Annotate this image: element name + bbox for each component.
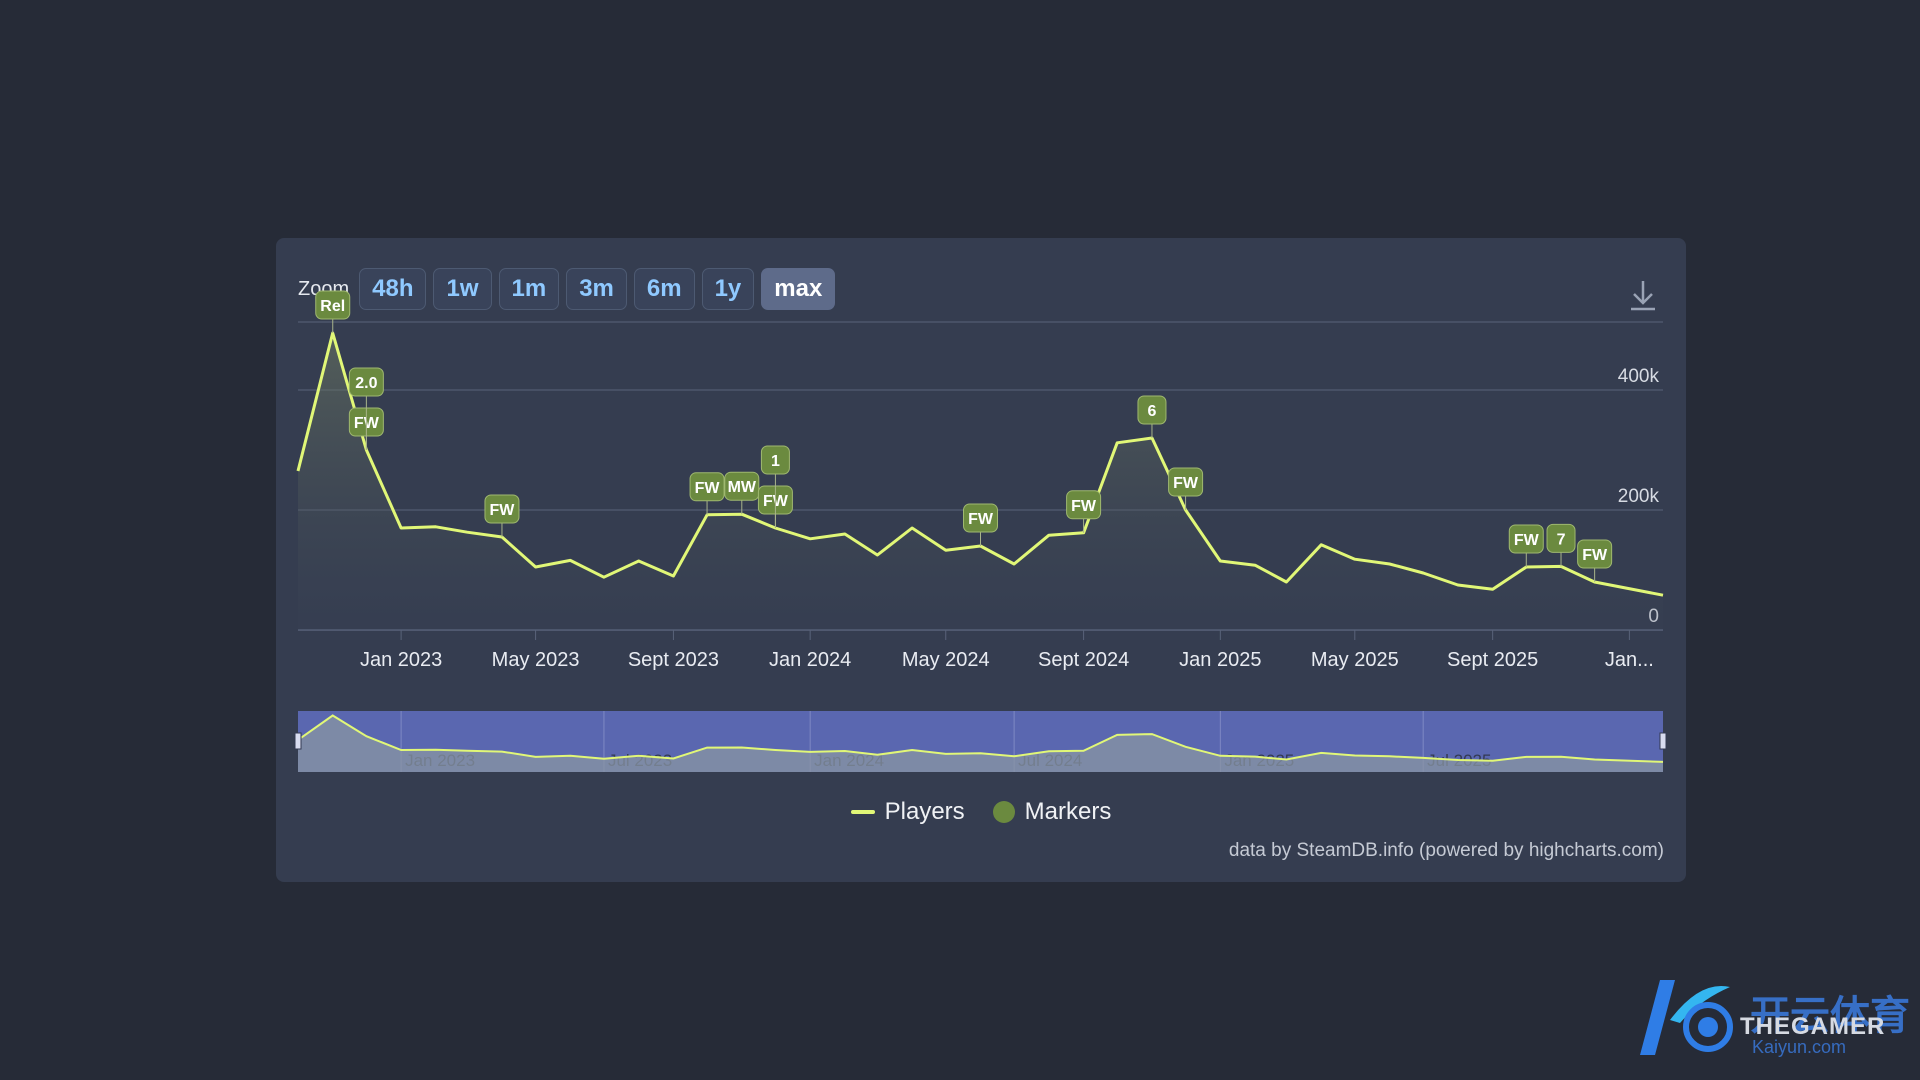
marker-flag: FW: [689, 472, 725, 515]
marker-flag: FW: [1066, 490, 1102, 533]
zoom-48h-button[interactable]: 48h: [359, 268, 427, 310]
marker-flag: FW: [1577, 539, 1613, 582]
y-tick-label: 400k: [1618, 366, 1660, 387]
marker-label: 6: [1148, 403, 1157, 420]
marker-label: Rel: [320, 298, 345, 315]
marker-label: 2.0: [355, 375, 377, 392]
zoom-1m-button[interactable]: 1m: [498, 268, 560, 310]
marker-label: MW: [728, 479, 757, 496]
players-area: [298, 333, 1663, 630]
player-chart: 0200k400k RelFW2.0FWFWMWFW1FWFW6FWFW7FW …: [294, 290, 1667, 772]
x-tick-label: Jan 2023: [360, 649, 442, 671]
players-line-swatch: [850, 810, 875, 814]
marker-flag: FW: [1168, 467, 1204, 510]
chart-legend: Players Markers: [276, 798, 1686, 826]
marker-flag: Rel: [315, 290, 351, 333]
x-tick-label: Jan...: [1605, 649, 1654, 671]
y-tick-label: 200k: [1618, 486, 1660, 507]
x-tick-label: May 2025: [1311, 649, 1399, 671]
marker-flag: FW: [1508, 524, 1544, 567]
marker-label: FW: [1071, 498, 1097, 515]
marker-flag: 6: [1137, 395, 1167, 438]
marker-label: FW: [968, 511, 994, 528]
marker-label: FW: [695, 480, 721, 497]
marker-badge: [963, 503, 998, 533]
x-tick-label: Sept 2025: [1447, 649, 1538, 671]
navigator-handle-right[interactable]: [1659, 732, 1667, 750]
marker-badge: [1066, 490, 1102, 520]
marker-label: FW: [1582, 547, 1608, 564]
watermark-logo: 开云体育 THEGAMER Kaiyun.com: [1630, 975, 1910, 1065]
marker-flag: 2.0: [348, 367, 384, 450]
marker-label: FW: [1514, 532, 1540, 549]
x-tick-label: Jan 2024: [769, 649, 851, 671]
chart-card: Zoom 48h 1w 1m 3m 6m 1y max 0200k400k Re…: [276, 238, 1686, 882]
marker-badge: [689, 472, 725, 502]
marker-badge: [484, 494, 520, 524]
x-tick-label: Jan 2025: [1179, 649, 1261, 671]
watermark-url: Kaiyun.com: [1752, 1037, 1847, 1057]
navigator-handle-left[interactable]: [294, 732, 302, 750]
marker-badge: [348, 367, 384, 397]
legend-item-players[interactable]: Players: [850, 798, 965, 826]
players-series-line: [296, 331, 1664, 597]
marker-badge: [1168, 467, 1204, 497]
navigator-line: [297, 714, 1664, 763]
download-icon[interactable]: [1628, 278, 1658, 312]
marker-flag: FW: [963, 503, 998, 546]
marker-label: 1: [771, 453, 780, 470]
zoom-max-button[interactable]: max: [761, 268, 836, 310]
watermark-k-icon: [1640, 980, 1733, 1055]
marker-flag: MW: [724, 471, 760, 515]
marker-label: FW: [490, 502, 516, 519]
marker-flag: FW: [484, 494, 520, 537]
marker-badge: [724, 471, 760, 501]
markers-dot-swatch: [992, 801, 1015, 823]
marker-badge: [1546, 523, 1576, 553]
marker-badge: [315, 290, 351, 320]
watermark-english: THEGAMER: [1740, 1013, 1886, 1040]
zoom-1y-button[interactable]: 1y: [701, 268, 755, 310]
marker-badge: [1508, 524, 1544, 554]
marker-badge: [1137, 395, 1167, 425]
zoom-6m-button[interactable]: 6m: [633, 268, 695, 310]
marker-badge: [1577, 539, 1613, 569]
legend-item-markers[interactable]: Markers: [992, 798, 1112, 826]
x-tick-label: May 2024: [902, 649, 990, 671]
marker-flag: 7: [1546, 523, 1576, 567]
zoom-toolbar: Zoom 48h 1w 1m 3m 6m 1y max: [298, 268, 842, 310]
x-tick-label: Sept 2024: [1038, 649, 1129, 671]
data-credit[interactable]: data by SteamDB.info (powered by highcha…: [1228, 840, 1664, 861]
legend-label-markers: Markers: [1024, 798, 1112, 825]
zoom-3m-button[interactable]: 3m: [566, 268, 627, 310]
zoom-1w-button[interactable]: 1w: [433, 268, 492, 310]
legend-label-players: Players: [884, 798, 965, 825]
x-tick-label: Sept 2023: [628, 649, 719, 671]
marker-label: 7: [1557, 531, 1566, 548]
watermark-chinese: 开云体育: [1750, 994, 1910, 1038]
marker-label: FW: [1173, 475, 1199, 492]
marker-flag: 1: [760, 445, 790, 528]
marker-badge: [760, 445, 790, 475]
x-tick-label: May 2023: [492, 649, 580, 671]
navigator-area: [298, 715, 1663, 772]
